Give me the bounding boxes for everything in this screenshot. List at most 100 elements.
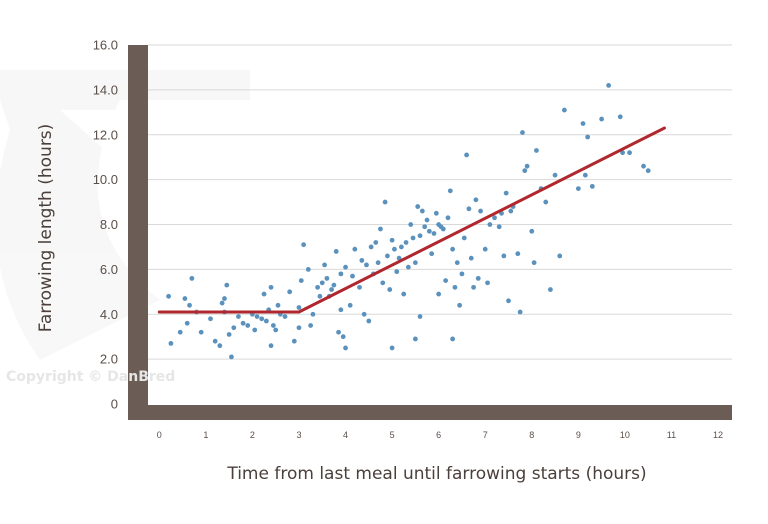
data-point (340, 334, 346, 340)
data-point (461, 235, 467, 241)
data-point (338, 307, 344, 313)
data-point (359, 258, 365, 263)
data-point (347, 302, 353, 308)
data-point (291, 338, 297, 344)
y-axis-bar (128, 45, 148, 420)
data-point (382, 199, 388, 205)
data-point (226, 332, 232, 337)
data-point (606, 82, 612, 88)
data-point (387, 287, 393, 292)
data-point (466, 206, 472, 212)
data-point (324, 275, 330, 281)
data-point (424, 217, 430, 223)
y-axis-title: Farrowing length (hours) (36, 124, 56, 333)
data-point (385, 253, 390, 259)
data-point (399, 244, 404, 250)
y-tick-label: 6.0 (100, 262, 118, 277)
x-tick-label: 2 (250, 430, 255, 440)
data-point (357, 284, 362, 290)
data-point (580, 121, 586, 126)
data-point (222, 296, 227, 301)
data-point (270, 323, 276, 328)
data-point (389, 345, 395, 351)
data-point (373, 240, 379, 245)
data-point (298, 278, 304, 284)
data-point (389, 237, 395, 243)
data-point (336, 329, 341, 335)
data-point (534, 148, 539, 153)
data-point (350, 273, 355, 279)
data-point (187, 302, 192, 308)
trend-line-layer (157, 126, 666, 314)
data-point (419, 208, 425, 214)
data-point (301, 242, 307, 248)
data-point (315, 284, 320, 290)
data-point (394, 269, 400, 275)
data-point (429, 251, 435, 257)
data-point (426, 228, 432, 234)
trend-line (157, 126, 666, 314)
data-point (245, 323, 251, 328)
data-point (520, 130, 525, 135)
data-point (617, 114, 623, 120)
data-point (443, 278, 449, 284)
data-point (485, 280, 490, 286)
data-point (405, 264, 411, 270)
y-tick-label: 0 (111, 397, 118, 412)
data-point (450, 246, 456, 252)
data-point (182, 296, 188, 301)
x-tick-label: 7 (483, 430, 488, 440)
x-tick-label: 10 (620, 430, 630, 440)
data-point (380, 280, 386, 286)
data-point (273, 327, 279, 333)
data-point (189, 275, 195, 281)
data-point (329, 287, 334, 292)
data-point (319, 280, 325, 286)
data-point (415, 204, 421, 209)
data-point (492, 215, 497, 221)
data-point (496, 224, 502, 230)
y-tick-label: 12.0 (93, 127, 118, 142)
data-point (582, 172, 588, 178)
y-tick-label: 14.0 (93, 82, 118, 97)
data-point (487, 222, 493, 227)
x-tick-label: 11 (667, 430, 676, 440)
y-tick-label: 8.0 (100, 217, 118, 232)
data-point (627, 150, 632, 156)
data-point (417, 233, 423, 239)
data-point (473, 197, 479, 203)
data-point (433, 210, 439, 216)
data-point (410, 235, 416, 241)
data-point (361, 311, 367, 317)
watermark-swoosh-shape (0, 70, 250, 360)
y-tick-label: 4.0 (100, 307, 118, 322)
y-tick-labels: 0 2.0 4.0 6.0 8.0 10.0 12.0 14.0 16.0 (93, 38, 118, 412)
data-point (506, 298, 511, 304)
data-point (522, 168, 528, 174)
data-point (252, 327, 258, 333)
data-point (599, 116, 605, 122)
data-point (454, 260, 460, 266)
data-point (219, 300, 225, 306)
data-point (620, 150, 625, 156)
data-point (392, 246, 397, 252)
data-point (641, 163, 646, 169)
data-point (464, 152, 469, 158)
data-point (322, 262, 327, 268)
y-tick-label: 2.0 (100, 352, 118, 367)
data-point (240, 320, 246, 326)
y-tick-label: 10.0 (93, 172, 118, 187)
data-point (275, 302, 281, 308)
data-point (287, 289, 293, 295)
x-tick-label: 3 (296, 430, 301, 440)
data-point (231, 325, 237, 331)
data-point (589, 183, 595, 189)
data-point (268, 284, 274, 290)
data-point (452, 284, 458, 290)
data-point (208, 316, 213, 322)
axes-layer (128, 45, 732, 420)
data-point (259, 316, 265, 322)
x-tick-label: 0 (157, 430, 162, 440)
data-point (436, 291, 442, 297)
